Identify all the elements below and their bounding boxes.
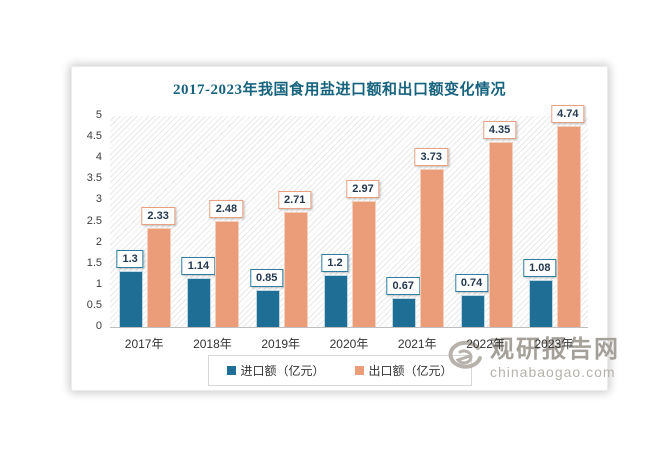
bar-value-label: 1.3 [116,250,144,268]
export-bar: 3.73 [414,148,448,327]
bar-value-label: 4.74 [551,105,585,123]
import-bar-fill [460,295,485,327]
watermark-brand: 观研报告网 [490,336,620,363]
import-bar: 0.67 [386,277,420,327]
import-bar-fill [255,290,280,327]
legend-swatch-export [354,366,364,375]
export-bar-fill [488,142,513,327]
x-axis-label: 2021年 [397,337,437,351]
import-bar: 1.14 [181,257,216,327]
export-bar: 4.74 [551,105,585,327]
import-bar: 0.85 [249,269,284,327]
import-bar-fill [119,271,144,327]
x-axis-label: 2017年 [124,337,164,351]
export-bar-fill [147,228,172,327]
watermark-logo-icon [448,340,482,369]
export-bar: 2.97 [346,180,380,327]
legend: 进口额（亿元） 出口额（亿元） [207,355,472,386]
bar-group: 0.74 4.35 [451,116,519,327]
bar-value-label: 1.2 [321,254,349,272]
export-bar-fill [283,212,308,327]
export-bar: 2.33 [141,207,175,327]
y-axis-tick-label: 3.5 [86,172,102,185]
import-bar: 1.3 [116,250,144,327]
bar-value-label: 2.48 [209,200,244,218]
y-axis-tick-label: 1.5 [86,256,102,269]
y-axis-tick-label: 4.5 [86,130,102,143]
chart-card: 2017-2023年我国食用盐进口额和出口额变化情况 0 0.5 1 1.5 2 2.5 3… [71,66,608,391]
chart-title: 2017-2023年我国食用盐进口额和出口额变化情况 [173,82,506,98]
y-axis-tick-label: 2 [95,235,102,248]
bar-group: 1.14 2.48 [178,116,246,327]
legend-item-export: 出口额（亿元） [354,362,453,379]
bar-value-label: 0.85 [249,269,284,287]
x-axis-label: 2022年 [466,337,505,351]
legend-label: 出口额（亿元） [368,364,453,378]
import-bar-fill [392,298,417,327]
bar-group: 1.2 2.97 [315,116,383,327]
x-axis-label: 2020年 [329,337,369,351]
export-bar-fill [420,169,445,327]
y-axis-tick-label: 1 [95,277,102,290]
export-bar-fill [215,221,240,327]
bar-value-label: 2.33 [141,207,175,225]
x-axis: 2017年 2018年 2019年 2020年 2021年 2022年 2023年 [110,335,588,352]
bar-value-label: 2.71 [277,191,312,209]
bar-value-label: 4.35 [482,121,517,139]
watermark: 观研报告网 chinabaogao.com [444,338,620,379]
bar-value-label: 1.08 [523,259,557,277]
y-axis-tick-label: 3 [95,193,102,206]
import-bar: 0.74 [454,274,489,327]
bar-group: 0.85 2.71 [247,116,315,327]
y-axis-tick-label: 0.5 [86,298,102,311]
bar-group: 0.67 3.73 [383,116,451,327]
import-bar: 1.08 [523,259,557,327]
import-bar-fill [187,278,212,327]
import-bar-fill [323,275,348,327]
bar-value-label: 0.74 [454,274,489,292]
x-axis-label: 2023年 [534,337,574,351]
bar-group: 1.08 4.74 [520,105,588,327]
bar-value-label: 3.73 [414,148,448,166]
export-bar-fill [556,126,581,327]
legend-label: 进口额（亿元） [240,364,325,378]
legend-swatch-import [226,366,236,375]
legend-item-import: 进口额（亿元） [226,362,325,379]
bar-value-label: 0.67 [386,277,420,295]
bar-group: 1.3 2.33 [110,116,178,327]
bar-value-label: 2.97 [346,180,380,198]
export-bar: 2.48 [209,200,244,327]
plot-area: 1.3 2.33 1.14 2.48 0.85 2.71 1.2 2.97 0.67 3.73 0.… [110,105,588,328]
import-bar-fill [528,280,553,327]
import-bar: 1.2 [321,254,349,327]
export-bar: 2.71 [277,191,312,327]
x-axis-label: 2018年 [193,337,232,351]
bar-value-label: 1.14 [181,257,216,275]
y-axis-tick-label: 0 [95,320,102,332]
watermark-domain: chinabaogao.com [490,364,616,380]
y-axis-tick-label: 2.5 [86,214,102,227]
y-axis-tick-label: 4 [95,151,102,164]
x-axis-label: 2019年 [261,337,301,351]
y-axis-tick-label: 5 [95,109,102,121]
export-bar: 4.35 [482,121,517,327]
export-bar-fill [351,201,376,327]
